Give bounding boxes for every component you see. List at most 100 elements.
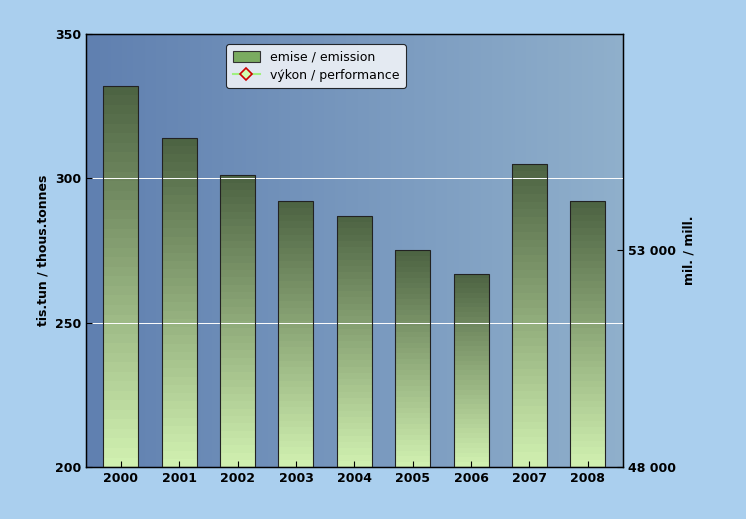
Bar	[395, 375, 430, 380]
Bar	[454, 453, 489, 457]
Bar	[162, 245, 197, 253]
Bar	[395, 343, 430, 348]
Bar	[220, 263, 255, 270]
Bar	[337, 373, 372, 379]
Bar	[512, 323, 547, 331]
Bar	[103, 153, 138, 162]
Bar	[162, 368, 197, 376]
Bar	[454, 457, 489, 462]
Bar	[512, 414, 547, 421]
Bar	[103, 429, 138, 439]
Bar	[571, 221, 606, 228]
Bar	[337, 435, 372, 442]
Bar	[571, 374, 606, 381]
Bar	[103, 95, 138, 105]
Bar	[162, 442, 197, 450]
Y-axis label: tis.tun / thous.tonnes: tis.tun / thous.tonnes	[36, 175, 49, 326]
Bar	[103, 238, 138, 248]
Bar	[278, 221, 313, 228]
Bar	[220, 365, 255, 372]
Bar	[162, 409, 197, 418]
Bar	[571, 348, 606, 354]
Bar	[571, 420, 606, 427]
Bar	[220, 292, 255, 299]
Bar	[278, 447, 313, 454]
Bar	[103, 315, 138, 324]
Bar	[220, 329, 255, 336]
Bar	[395, 278, 430, 283]
Bar	[395, 250, 430, 256]
Bar	[278, 268, 313, 275]
Bar	[395, 283, 430, 289]
Bar	[512, 406, 547, 414]
Bar	[220, 307, 255, 314]
Bar	[103, 219, 138, 229]
Bar	[162, 269, 197, 278]
Bar	[571, 241, 606, 248]
Bar	[220, 453, 255, 460]
Bar	[454, 414, 489, 419]
Bar	[162, 327, 197, 335]
Bar	[395, 261, 430, 267]
Bar	[512, 209, 547, 217]
Bar	[571, 268, 606, 275]
Bar	[220, 445, 255, 453]
Bar	[337, 304, 372, 310]
Bar	[162, 335, 197, 344]
Bar	[512, 308, 547, 316]
Bar	[454, 307, 489, 312]
Bar	[162, 360, 197, 368]
Bar	[103, 419, 138, 429]
Bar	[454, 356, 489, 361]
Bar	[512, 353, 547, 361]
Bar	[571, 441, 606, 447]
Bar	[571, 228, 606, 235]
Bar	[571, 294, 606, 301]
Bar	[278, 327, 313, 334]
Bar	[103, 391, 138, 400]
Bar	[103, 86, 138, 95]
Bar	[162, 162, 197, 171]
Bar	[571, 315, 606, 321]
Bar	[337, 423, 372, 429]
Bar	[571, 201, 606, 467]
Bar	[103, 162, 138, 172]
Bar	[220, 321, 255, 329]
Bar	[220, 255, 255, 263]
Bar	[162, 228, 197, 237]
Bar	[162, 459, 197, 467]
Bar	[162, 146, 197, 154]
Y-axis label: mil. / mill.: mil. / mill.	[683, 216, 696, 285]
Bar	[278, 214, 313, 221]
Bar	[103, 353, 138, 362]
Bar	[162, 286, 197, 294]
Bar	[395, 418, 430, 424]
Legend: emise / emission, výkon / performance: emise / emission, výkon / performance	[226, 44, 406, 88]
Bar	[454, 433, 489, 438]
Bar	[162, 303, 197, 311]
Bar	[337, 297, 372, 304]
Bar	[337, 448, 372, 455]
Bar	[162, 311, 197, 319]
Bar	[162, 434, 197, 442]
Bar	[337, 310, 372, 316]
Bar	[103, 458, 138, 467]
Bar	[571, 367, 606, 374]
Bar	[278, 394, 313, 401]
Bar	[454, 394, 489, 399]
Bar	[220, 336, 255, 343]
Bar	[103, 190, 138, 200]
Bar	[395, 380, 430, 386]
Bar	[278, 228, 313, 235]
Bar	[103, 143, 138, 153]
Bar	[103, 295, 138, 305]
Bar	[512, 346, 547, 353]
Bar	[571, 308, 606, 315]
Bar	[571, 361, 606, 367]
Bar	[512, 376, 547, 384]
Bar	[454, 448, 489, 453]
Bar	[454, 462, 489, 467]
Bar	[337, 266, 372, 272]
Bar	[337, 461, 372, 467]
Bar	[454, 351, 489, 356]
